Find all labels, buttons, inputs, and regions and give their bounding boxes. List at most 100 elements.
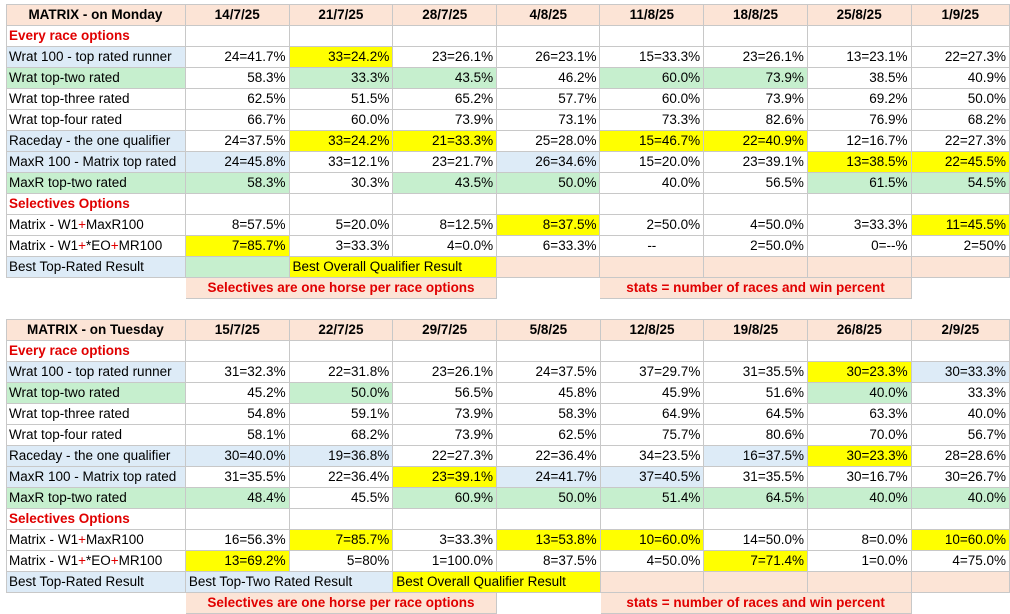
stat-cell[interactable]: 33=24.2%	[288, 130, 394, 152]
stat-cell[interactable]: 73.9%	[392, 403, 498, 425]
stat-cell[interactable]: 10=60.0%	[910, 529, 1010, 551]
stat-cell[interactable]: 23=26.1%	[392, 361, 498, 383]
stat-cell[interactable]: 7=71.4%	[703, 550, 808, 572]
date-header[interactable]: 25/8/25	[806, 4, 912, 26]
stat-cell[interactable]: 46.2%	[496, 67, 601, 89]
stat-cell[interactable]: 40.9%	[910, 67, 1010, 89]
table-title[interactable]: MATRIX - on Tuesday	[6, 319, 186, 341]
stat-cell[interactable]: 5=80%	[288, 550, 394, 572]
stat-cell[interactable]: 62.5%	[496, 424, 601, 446]
row-label[interactable]: Matrix - W1+MaxR100	[6, 214, 186, 236]
stat-cell[interactable]: 40.0%	[910, 487, 1010, 509]
stat-cell[interactable]: 64.5%	[703, 403, 808, 425]
stat-cell[interactable]: 22=27.3%	[910, 130, 1010, 152]
stat-cell[interactable]: 58.1%	[184, 424, 290, 446]
selectives-note[interactable]: Selectives are one horse per race option…	[184, 277, 498, 299]
stat-cell[interactable]: 8=12.5%	[392, 214, 498, 236]
stat-cell[interactable]: 15=33.3%	[599, 46, 705, 68]
legend-best-overall[interactable]: Best Overall Qualifier Result	[288, 256, 498, 278]
date-header[interactable]: 22/7/25	[288, 319, 394, 341]
date-header[interactable]: 1/9/25	[910, 4, 1010, 26]
stats-note[interactable]: stats = number of races and win percent	[599, 592, 912, 614]
row-label[interactable]: MaxR top-two rated	[6, 172, 186, 194]
stat-cell[interactable]: 75.7%	[599, 424, 705, 446]
stat-cell[interactable]: 50.0%	[496, 487, 601, 509]
stat-cell[interactable]: 4=50.0%	[599, 550, 705, 572]
row-label[interactable]: Raceday - the one qualifier	[6, 130, 186, 152]
stat-cell[interactable]: 28=28.6%	[910, 445, 1010, 467]
legend-blank[interactable]	[703, 256, 808, 278]
stat-cell[interactable]: 65.2%	[392, 88, 498, 110]
stat-cell[interactable]: 0=--%	[806, 235, 912, 257]
date-header[interactable]: 2/9/25	[910, 319, 1010, 341]
stat-cell[interactable]: 26=34.6%	[496, 151, 601, 173]
stat-cell[interactable]: 19=36.8%	[288, 445, 394, 467]
stat-cell[interactable]: 57.7%	[496, 88, 601, 110]
stat-cell[interactable]: 50.0%	[496, 172, 601, 194]
stat-cell[interactable]: 3=33.3%	[392, 529, 498, 551]
selectives-note[interactable]: Selectives are one horse per race option…	[184, 592, 498, 614]
stat-cell[interactable]: 62.5%	[184, 88, 290, 110]
stat-cell[interactable]: 40.0%	[806, 382, 912, 404]
stat-cell[interactable]: 40.0%	[910, 403, 1010, 425]
stat-cell[interactable]: 40.0%	[806, 487, 912, 509]
stat-cell[interactable]: 43.5%	[392, 172, 498, 194]
stats-note[interactable]: stats = number of races and win percent	[599, 277, 912, 299]
stat-cell[interactable]: 54.8%	[184, 403, 290, 425]
empty-cell[interactable]	[496, 25, 601, 47]
stat-cell[interactable]: 45.2%	[184, 382, 290, 404]
empty-cell[interactable]	[496, 193, 601, 215]
stat-cell[interactable]: 56.5%	[392, 382, 498, 404]
stat-cell[interactable]: 68.2%	[288, 424, 394, 446]
stat-cell[interactable]: 58.3%	[184, 172, 290, 194]
legend-blank[interactable]	[910, 256, 1010, 278]
stat-cell[interactable]: 4=75.0%	[910, 550, 1010, 572]
section-title[interactable]: Selectives Options	[6, 193, 186, 215]
date-header[interactable]: 19/8/25	[703, 319, 808, 341]
stat-cell[interactable]: 3=33.3%	[806, 214, 912, 236]
date-header[interactable]: 12/8/25	[599, 319, 705, 341]
empty-cell[interactable]	[184, 340, 290, 362]
empty-cell[interactable]	[496, 508, 601, 530]
stat-cell[interactable]: 48.4%	[184, 487, 290, 509]
empty-cell[interactable]	[392, 25, 498, 47]
stat-cell[interactable]: 23=26.1%	[703, 46, 808, 68]
stat-cell[interactable]: 16=37.5%	[703, 445, 808, 467]
stat-cell[interactable]: 2=50.0%	[599, 214, 705, 236]
stat-cell[interactable]: 60.0%	[599, 88, 705, 110]
stat-cell[interactable]: 22=36.4%	[288, 466, 394, 488]
stat-cell[interactable]: 14=50.0%	[703, 529, 808, 551]
empty-cell[interactable]	[910, 340, 1010, 362]
empty-cell[interactable]	[184, 193, 290, 215]
stat-cell[interactable]: 11=45.5%	[910, 214, 1010, 236]
stat-cell[interactable]: 15=46.7%	[599, 130, 705, 152]
stat-cell[interactable]: 31=35.5%	[184, 466, 290, 488]
row-label[interactable]: Wrat top-three rated	[6, 88, 186, 110]
stat-cell[interactable]: 60.9%	[392, 487, 498, 509]
legend-blank[interactable]	[599, 256, 705, 278]
stat-cell[interactable]: 33.3%	[910, 382, 1010, 404]
empty-cell[interactable]	[703, 25, 808, 47]
stat-cell[interactable]: 59.1%	[288, 403, 394, 425]
empty-cell[interactable]	[288, 25, 394, 47]
stat-cell[interactable]: 6=33.3%	[496, 235, 601, 257]
stat-cell[interactable]: 21=33.3%	[392, 130, 498, 152]
legend-best-overall[interactable]: Best Overall Qualifier Result	[392, 571, 601, 593]
stat-cell[interactable]: 73.9%	[392, 109, 498, 131]
stat-cell[interactable]: 73.9%	[703, 67, 808, 89]
stat-cell[interactable]: 38.5%	[806, 67, 912, 89]
stat-cell[interactable]: 23=39.1%	[703, 151, 808, 173]
stat-cell[interactable]: 54.5%	[910, 172, 1010, 194]
stat-cell[interactable]: 26=23.1%	[496, 46, 601, 68]
date-header[interactable]: 26/8/25	[806, 319, 912, 341]
stat-cell[interactable]: 43.5%	[392, 67, 498, 89]
row-label[interactable]: Raceday - the one qualifier	[6, 445, 186, 467]
legend-blank[interactable]	[599, 571, 705, 593]
stat-cell[interactable]: 30=23.3%	[806, 445, 912, 467]
stat-cell[interactable]: 45.5%	[288, 487, 394, 509]
empty-cell[interactable]	[392, 340, 498, 362]
row-label[interactable]: Wrat top-four rated	[6, 109, 186, 131]
empty-cell[interactable]	[392, 508, 498, 530]
empty-cell[interactable]	[496, 340, 601, 362]
stat-cell[interactable]: 82.6%	[703, 109, 808, 131]
